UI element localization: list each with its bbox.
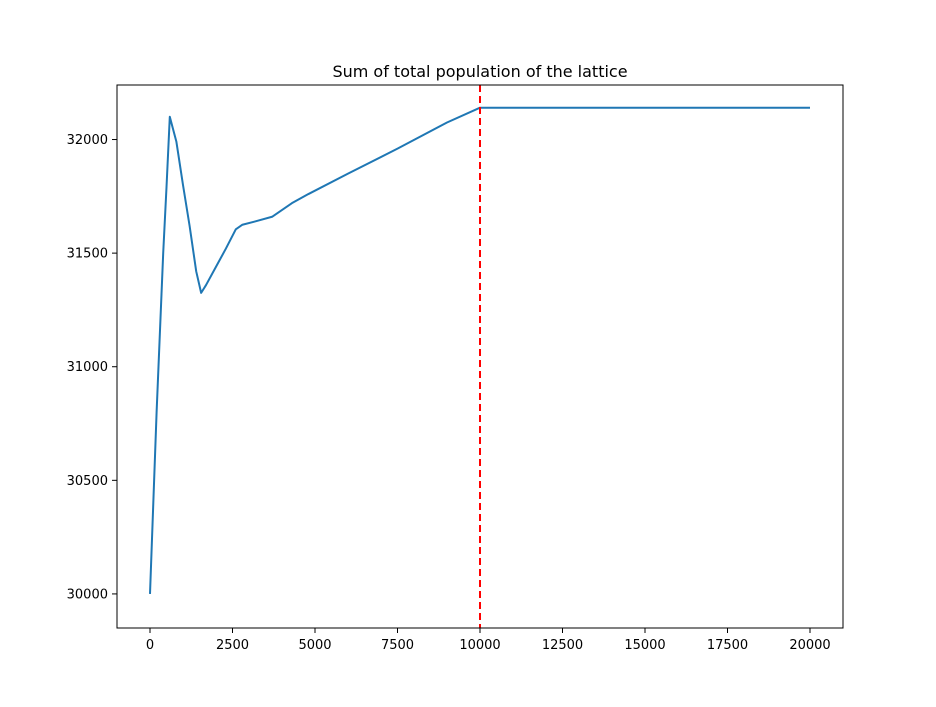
x-tick-label: 2500 xyxy=(216,638,249,653)
plot-area xyxy=(149,85,810,628)
axes: 0 2500 5000 7500 10000 12500 15000 17500 20000 30… xyxy=(67,84,844,653)
x-tick-label: 12500 xyxy=(542,638,583,653)
y-tick-label: 30000 xyxy=(67,587,108,602)
x-tick-label: 5000 xyxy=(298,638,331,653)
x-tick-label: 0 xyxy=(146,638,154,653)
y-tick-label: 32000 xyxy=(67,133,108,148)
x-tick-label: 15000 xyxy=(624,638,665,653)
x-tick-label: 7500 xyxy=(381,638,414,653)
y-tick-label: 31000 xyxy=(67,360,108,375)
x-tick-label: 10000 xyxy=(459,638,500,653)
x-tick-label: 20000 xyxy=(789,638,830,653)
y-tick-label: 31500 xyxy=(67,247,108,262)
x-tick-label: 17500 xyxy=(707,638,748,653)
chart-title: Sum of total population of the lattice xyxy=(332,62,627,81)
y-tick-label: 30500 xyxy=(67,474,108,489)
